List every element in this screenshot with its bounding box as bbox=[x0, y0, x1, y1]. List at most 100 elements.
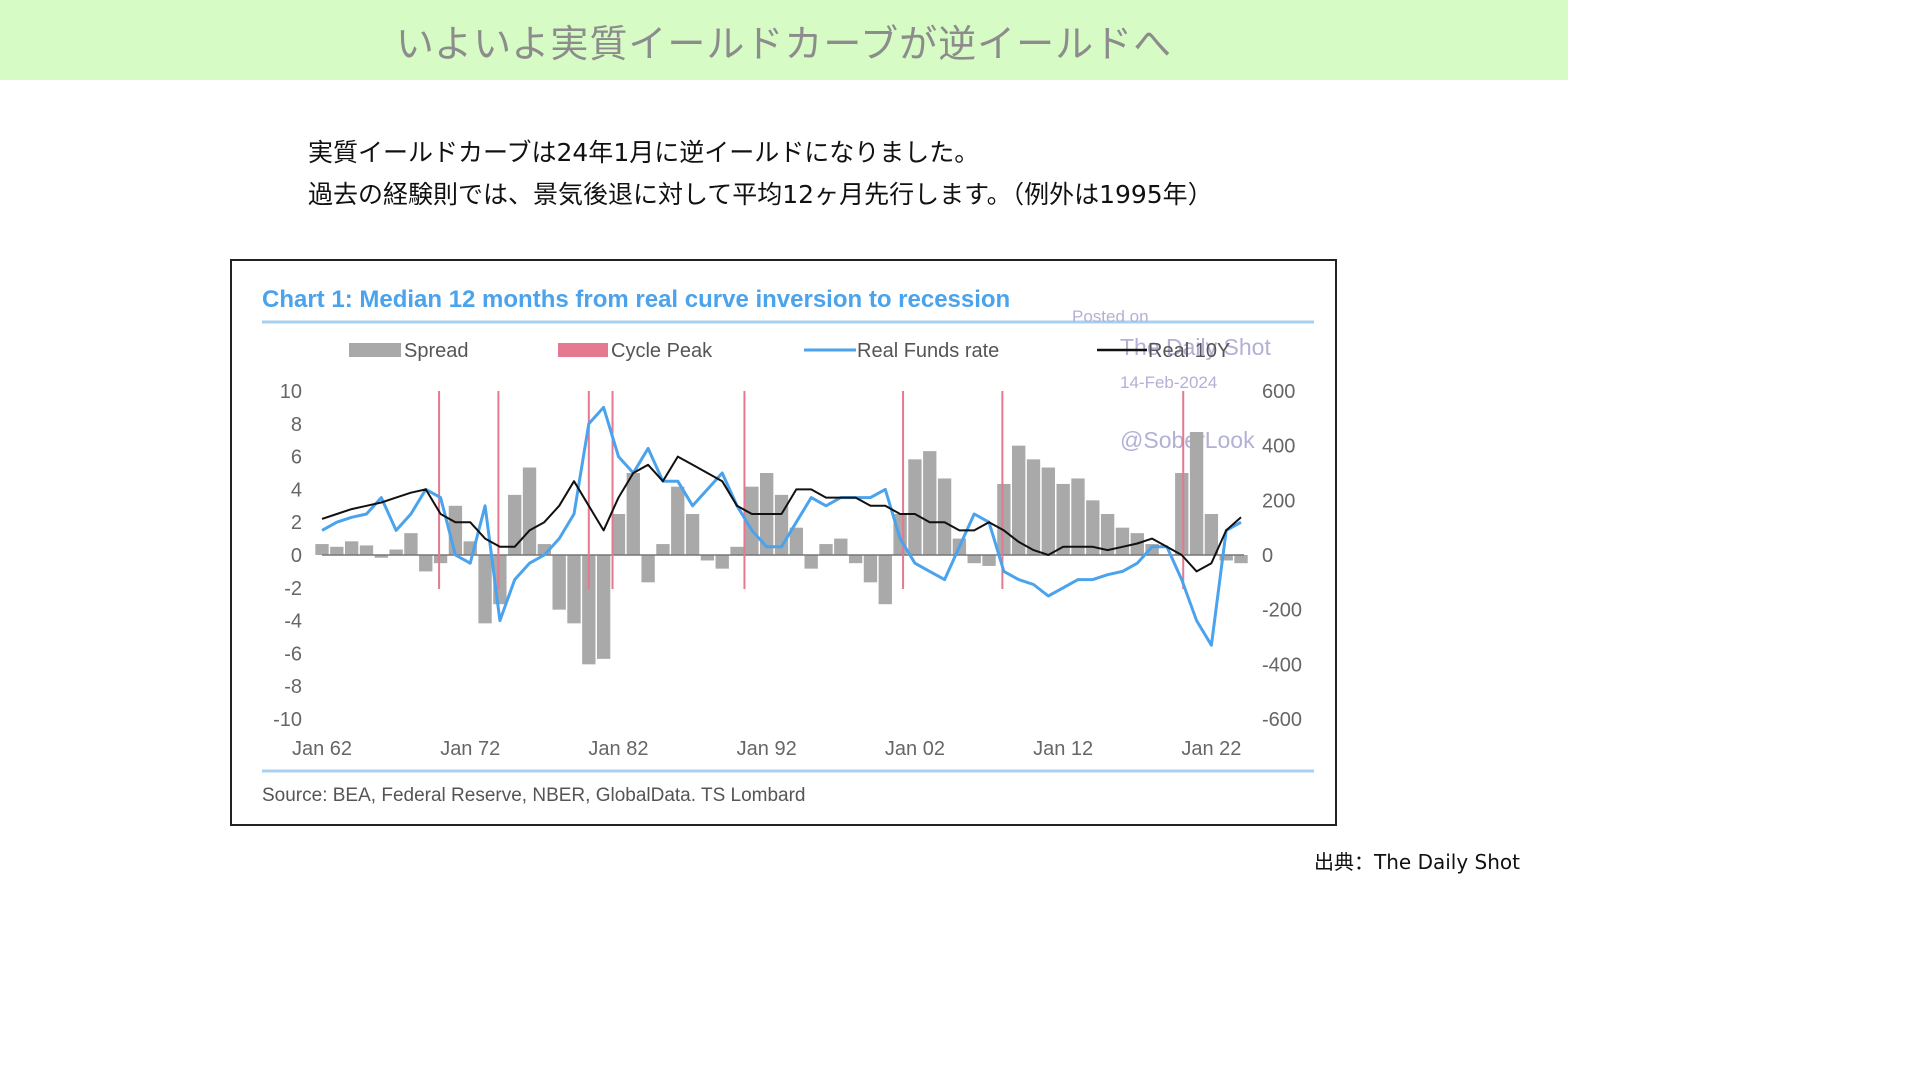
plot-area bbox=[315, 391, 1248, 665]
y-right-tick-label: 400 bbox=[1262, 436, 1295, 458]
y-left-tick-label: -4 bbox=[284, 611, 302, 633]
legend-label-spread: Spread bbox=[404, 340, 469, 362]
y-left-tick-label: 10 bbox=[280, 381, 302, 403]
header-banner: いよいよ実質イールドカーブが逆イールドへ bbox=[0, 0, 1568, 80]
spread-bar bbox=[1071, 478, 1085, 555]
spread-bar bbox=[611, 514, 626, 555]
y-left-tick-label: 0 bbox=[291, 545, 302, 567]
spread-bar bbox=[1026, 459, 1041, 555]
spread-bar bbox=[508, 494, 522, 555]
x-tick-label: Jan 02 bbox=[885, 738, 945, 760]
spread-bar bbox=[344, 541, 359, 555]
spread-bar bbox=[1189, 432, 1204, 555]
spread-bar bbox=[315, 544, 329, 555]
spread-bar bbox=[567, 555, 581, 624]
chart-source: Source: BEA, Federal Reserve, NBER, Glob… bbox=[262, 785, 806, 806]
y-left-tick-label: 6 bbox=[291, 447, 302, 469]
y-left-tick-label: -8 bbox=[284, 676, 302, 698]
y-left-tick-label: -6 bbox=[284, 643, 302, 665]
description: 実質イールドカーブは24年1月に逆イールドになりました。 過去の経験則では、景気… bbox=[308, 132, 1213, 216]
real-10y-line bbox=[321, 455, 1242, 573]
spread-bar bbox=[1115, 527, 1130, 555]
spread-bar bbox=[789, 527, 804, 555]
watermark-site: The Daily Shot bbox=[1120, 334, 1271, 360]
spread-bar bbox=[1056, 483, 1070, 555]
y-right-tick-label: 600 bbox=[1262, 381, 1295, 403]
spread-bar bbox=[923, 451, 937, 555]
spread-bar bbox=[1100, 514, 1115, 555]
real-funds-line bbox=[321, 405, 1242, 647]
spread-bar bbox=[404, 533, 418, 555]
spread-bar bbox=[389, 549, 403, 555]
y-left-tick-label: -10 bbox=[273, 709, 302, 731]
spread-bar bbox=[419, 555, 433, 572]
x-tick-label: Jan 92 bbox=[737, 738, 797, 760]
chart-panel: Chart 1: Median 12 months from real curv… bbox=[230, 259, 1337, 826]
spread-bar bbox=[552, 555, 566, 610]
spread-bar bbox=[997, 483, 1011, 555]
watermark-handle: @SoberLook bbox=[1120, 427, 1255, 453]
spread-bar bbox=[937, 478, 952, 555]
legend: Spread Cycle Peak Real Funds rate Real 1… bbox=[349, 340, 1230, 362]
spread-bar bbox=[967, 555, 981, 564]
legend-label-cycle-peak: Cycle Peak bbox=[611, 340, 713, 362]
watermark-posted: Posted on bbox=[1072, 307, 1149, 326]
spread-bar bbox=[819, 544, 833, 555]
spread-bar bbox=[330, 546, 344, 555]
spread-bar bbox=[1219, 555, 1233, 561]
spread-bar bbox=[804, 555, 818, 569]
spread-bar bbox=[685, 514, 700, 555]
spread-bar bbox=[863, 555, 878, 583]
spread-bar bbox=[745, 486, 759, 555]
spread-bar bbox=[582, 555, 596, 665]
x-tick-label: Jan 82 bbox=[588, 738, 648, 760]
legend-label-real-10y: Real 10Y bbox=[1148, 340, 1230, 362]
spread-bar bbox=[359, 545, 374, 555]
spread-bar bbox=[374, 555, 388, 558]
spread-bar bbox=[626, 473, 640, 555]
spread-bar bbox=[700, 555, 715, 561]
spread-bar bbox=[478, 555, 492, 624]
legend-swatch-cycle-peak bbox=[558, 343, 608, 357]
legend-swatch-spread bbox=[349, 343, 401, 357]
spread-bar bbox=[671, 486, 685, 555]
description-line-1: 実質イールドカーブは24年1月に逆イールドになりました。 bbox=[308, 138, 980, 167]
page-title: いよいよ実質イールドカーブが逆イールドへ bbox=[395, 21, 1173, 66]
spread-bar bbox=[982, 555, 996, 566]
y-left-tick-label: 8 bbox=[291, 414, 302, 436]
credit: 出典：The Daily Shot bbox=[1314, 850, 1520, 874]
x-tick-label: Jan 62 bbox=[292, 738, 352, 760]
spread-bar bbox=[1086, 500, 1100, 555]
spread-bar bbox=[522, 467, 537, 555]
y-right-tick-label: 0 bbox=[1262, 545, 1273, 567]
spread-bar bbox=[1012, 445, 1026, 555]
spread-bar bbox=[448, 505, 463, 555]
spread-bar bbox=[730, 546, 744, 555]
spread-bar bbox=[641, 555, 655, 583]
spread-bar bbox=[1234, 555, 1248, 564]
y-left-tick-label: 4 bbox=[291, 479, 302, 501]
spread-bar bbox=[1175, 473, 1189, 555]
y-left-tick-label: 2 bbox=[291, 512, 302, 534]
x-tick-label: Jan 22 bbox=[1181, 738, 1241, 760]
y-left-tick-label: -2 bbox=[284, 578, 302, 600]
spread-bar bbox=[715, 555, 729, 569]
spread-bar bbox=[656, 544, 670, 555]
spread-bar bbox=[848, 555, 863, 564]
chart-title: Chart 1: Median 12 months from real curv… bbox=[262, 286, 1010, 313]
spread-bar bbox=[1204, 514, 1219, 555]
y-right-tick-label: 200 bbox=[1262, 490, 1295, 512]
spread-bar bbox=[834, 538, 848, 555]
spread-bar bbox=[1041, 467, 1056, 555]
description-line-2: 過去の経験則では、景気後退に対して平均12ヶ月先行します。（例外は1995年） bbox=[308, 180, 1213, 209]
y-right-tick-label: -200 bbox=[1262, 600, 1302, 622]
x-tick-label: Jan 12 bbox=[1033, 738, 1093, 760]
watermark-date: 14-Feb-2024 bbox=[1120, 373, 1217, 392]
x-tick-label: Jan 72 bbox=[440, 738, 500, 760]
chart-svg: Chart 1: Median 12 months from real curv… bbox=[262, 286, 1314, 806]
watermark: Posted on The Daily Shot 14-Feb-2024 @So… bbox=[1072, 307, 1271, 453]
spread-bar bbox=[537, 544, 552, 555]
axes: 10 8 6 4 2 0 -2 -4 -6 -8 -10 600 400 200 0 -200 -400 -600… bbox=[273, 381, 1302, 760]
y-right-tick-label: -600 bbox=[1262, 709, 1302, 731]
spread-bar bbox=[908, 459, 922, 555]
